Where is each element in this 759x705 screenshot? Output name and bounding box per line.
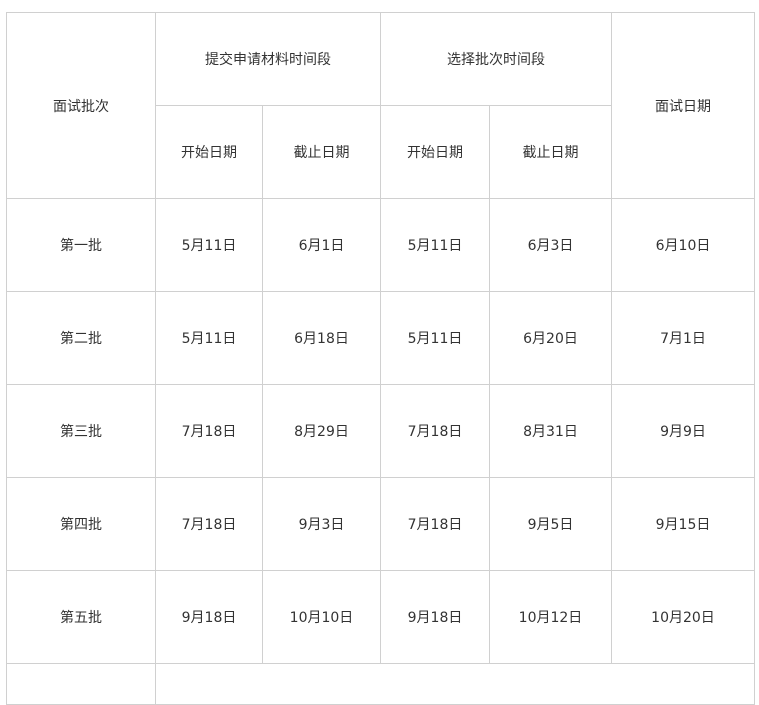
header-batch: 面试批次 [6,12,156,199]
cell-select-end: 6月3日 [489,198,612,292]
cell-select-end: 8月31日 [489,384,612,478]
table-row: 第五批 9月18日 10月10日 9月18日 10月12日 10月20日 [6,570,755,664]
cell-interview: 9月15日 [611,477,755,571]
table-row: 第三批 7月18日 8月29日 7月18日 8月31日 9月9日 [6,384,755,478]
header-interview-date: 面试日期 [611,12,755,199]
cell-batch: 第二批 [6,291,156,385]
table-row: 第一批 5月11日 6月1日 5月11日 6月3日 6月10日 [6,198,755,292]
header-submit-end: 截止日期 [262,105,381,199]
cell-select-start: 5月11日 [380,198,490,292]
header-submit-period: 提交申请材料时间段 [155,12,381,106]
cell-submit-end: 8月29日 [262,384,381,478]
empty-cell [6,663,156,705]
cell-select-start: 9月18日 [380,570,490,664]
cell-submit-start: 7月18日 [155,384,263,478]
cell-interview: 9月9日 [611,384,755,478]
cell-select-start: 7月18日 [380,384,490,478]
cell-submit-start: 7月18日 [155,477,263,571]
cell-select-end: 6月20日 [489,291,612,385]
header-select-start: 开始日期 [380,105,490,199]
cell-batch: 第一批 [6,198,156,292]
header-submit-start: 开始日期 [155,105,263,199]
cell-interview: 7月1日 [611,291,755,385]
cell-interview: 10月20日 [611,570,755,664]
cell-submit-end: 9月3日 [262,477,381,571]
cell-submit-end: 6月18日 [262,291,381,385]
cell-submit-end: 6月1日 [262,198,381,292]
cell-batch: 第三批 [6,384,156,478]
header-select-end: 截止日期 [489,105,612,199]
cell-submit-start: 9月18日 [155,570,263,664]
cell-submit-start: 5月11日 [155,198,263,292]
header-select-period: 选择批次时间段 [380,12,612,106]
cell-interview: 6月10日 [611,198,755,292]
cell-select-start: 5月11日 [380,291,490,385]
subheader-row: 开始日期 截止日期 开始日期 截止日期 [7,105,755,199]
table-row: 第二批 5月11日 6月18日 5月11日 6月20日 7月1日 [6,291,755,385]
cell-batch: 第五批 [6,570,156,664]
cell-select-start: 7月18日 [380,477,490,571]
table-row-empty [6,663,755,705]
table-row: 第四批 7月18日 9月3日 7月18日 9月5日 9月15日 [6,477,755,571]
cell-batch: 第四批 [6,477,156,571]
cell-select-end: 9月5日 [489,477,612,571]
header-row: 面试批次 提交申请材料时间段 选择批次时间段 面试日期 [6,12,755,199]
cell-submit-end: 10月10日 [262,570,381,664]
cell-select-end: 10月12日 [489,570,612,664]
interview-schedule-table: 面试批次 提交申请材料时间段 选择批次时间段 面试日期 开始日期 截止日期 开始… [6,12,755,705]
cell-submit-start: 5月11日 [155,291,263,385]
empty-cell [155,663,755,705]
